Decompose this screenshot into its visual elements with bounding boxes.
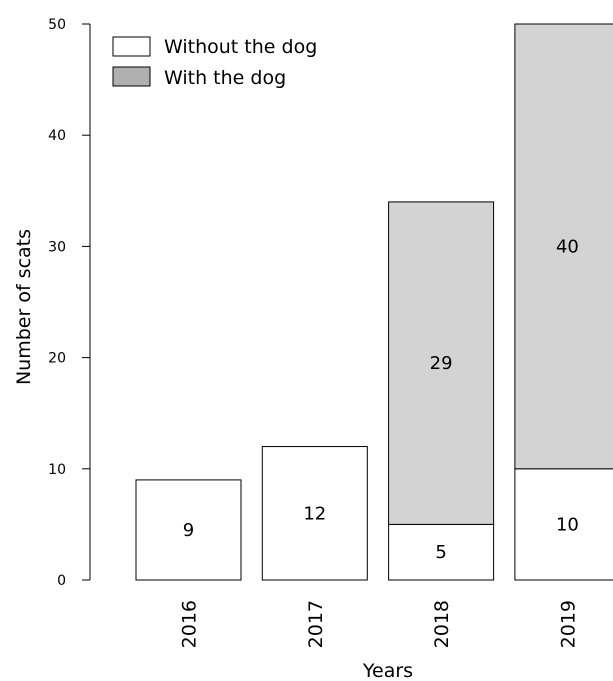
bar-segment-2016-without-dog [135,479,242,581]
bars-group: 9 12 5 29 10 40 [135,23,613,581]
y-tick-label: 10 [48,462,66,478]
bar-segment-2019-without-dog [514,468,613,581]
x-tick-label: 2018 [431,600,453,648]
legend: Without the dog With the dog [112,36,317,89]
bar-value-label: 9 [183,520,194,541]
x-tick-label: 2019 [557,600,579,648]
legend-label-with-dog: With the dog [164,67,286,89]
y-tick-label: 30 [48,239,66,255]
bar-value-label: 12 [303,503,326,524]
x-tick-label: 2017 [305,600,327,648]
bar-segment-2017-without-dog [261,446,368,581]
legend-swatch-with-dog [112,66,151,87]
x-axis-title: Years [362,660,413,681]
legend-label-without-dog: Without the dog [164,36,317,58]
bar-value-label: 40 [556,236,579,257]
x-axis: 2016 2017 2018 2019 [179,600,580,648]
y-tick-label: 0 [57,573,66,589]
y-axis-title: Number of scats [13,229,35,385]
bar-value-label: 10 [556,514,579,535]
y-tick-label: 20 [48,351,66,367]
x-tick-label: 2016 [179,600,201,648]
legend-swatch-without-dog [112,36,151,57]
y-axis: 0 10 20 30 40 50 [48,17,91,589]
y-tick-label: 50 [48,17,66,33]
bar-segment-2018-with-dog [388,201,495,525]
y-tick-label: 40 [48,128,66,144]
bar-value-label: 29 [430,353,453,374]
bar-value-label: 5 [435,542,446,563]
bar-segment-2019-with-dog [514,23,613,470]
bar-segment-2018-without-dog [388,523,495,581]
